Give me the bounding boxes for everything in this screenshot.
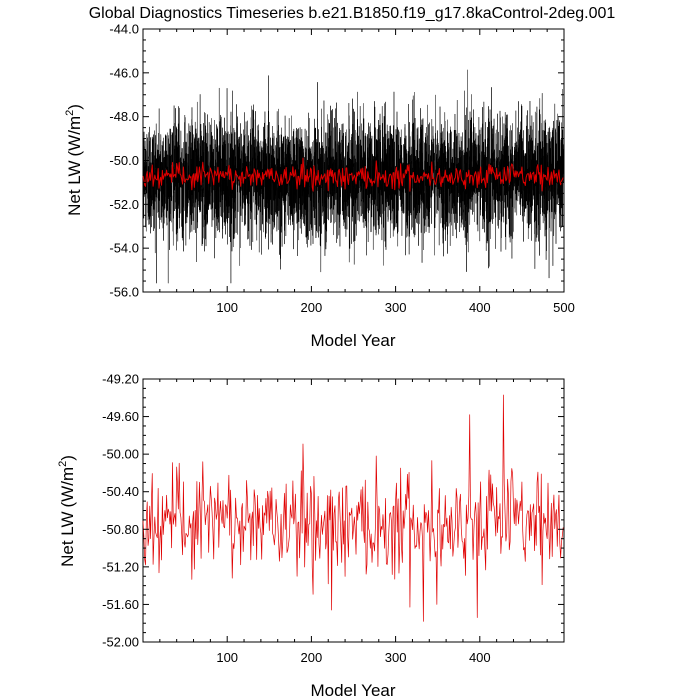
y-tick-label: -49.20	[102, 372, 139, 387]
y-tick-label: -48.0	[109, 109, 139, 124]
annual-series-line	[142, 157, 564, 192]
y-tick-label: -50.40	[102, 484, 139, 499]
bottom-x-axis-title: Model Year	[310, 681, 395, 700]
y-tick-label: -54.0	[109, 241, 139, 256]
y-tick-label: -49.60	[102, 409, 139, 424]
bottom-y-axis-title-units: (W/m	[58, 467, 77, 508]
top-y-axis: -56.0 -54.0 -52.0 -50.0 -48.0 -46.0 -44.0	[109, 22, 564, 300]
top-y-axis-title-sup: 2	[64, 110, 76, 116]
top-x-axis: 100 200 300 400 500	[159, 29, 575, 315]
annual-series-line	[142, 394, 564, 622]
x-tick-label: 300	[385, 650, 407, 665]
bottom-panel: -52.00 -51.60 -51.20 -50.80 -50.40 -50.00 -49.…	[57, 372, 565, 700]
bottom-y-axis-title-close: )	[58, 455, 77, 461]
y-tick-label: -50.80	[102, 522, 139, 537]
y-tick-label: -52.0	[109, 197, 139, 212]
bottom-plot-frame	[142, 378, 565, 643]
x-tick-label: 400	[469, 300, 491, 315]
chart-title: Global Diagnostics Timeseries b.e21.B185…	[89, 5, 616, 22]
top-y-axis-title-main: Net LW	[65, 160, 84, 215]
bottom-y-axis-title: Net LW (W/m2)	[57, 455, 77, 567]
x-tick-label: 300	[385, 300, 407, 315]
monthly-series-line	[142, 69, 565, 284]
top-y-axis-title-units: (W/m	[65, 116, 84, 157]
y-tick-label: -44.0	[109, 22, 139, 37]
bottom-y-axis-title-main: Net LW	[58, 511, 77, 566]
top-x-axis-title: Model Year	[310, 331, 395, 350]
y-tick-label: -50.00	[102, 447, 139, 462]
bottom-y-axis-title-sup: 2	[57, 461, 69, 467]
x-tick-label: 500	[553, 300, 575, 315]
top-y-axis-title-close: )	[65, 104, 84, 110]
y-tick-label: -52.00	[102, 635, 139, 650]
y-tick-label: -46.0	[109, 65, 139, 80]
x-tick-label: 200	[301, 650, 323, 665]
y-tick-label: -56.0	[109, 285, 139, 300]
x-tick-label: 400	[469, 650, 491, 665]
top-y-axis-title: Net LW (W/m2)	[64, 104, 84, 216]
top-series-group	[142, 69, 565, 284]
x-tick-label: 100	[216, 300, 238, 315]
x-tick-label: 100	[216, 650, 238, 665]
y-tick-label: -51.60	[102, 597, 139, 612]
y-tick-label: -50.0	[109, 153, 139, 168]
y-tick-label: -51.20	[102, 559, 139, 574]
top-panel: -56.0 -54.0 -52.0 -50.0 -48.0 -46.0 -44.0 100 2…	[64, 22, 575, 351]
bottom-x-axis: 100 200 300 400	[159, 379, 548, 665]
x-tick-label: 200	[301, 300, 323, 315]
bottom-series-group	[142, 394, 564, 622]
bottom-y-axis: -52.00 -51.60 -51.20 -50.80 -50.40 -50.00 -49.…	[102, 372, 564, 650]
